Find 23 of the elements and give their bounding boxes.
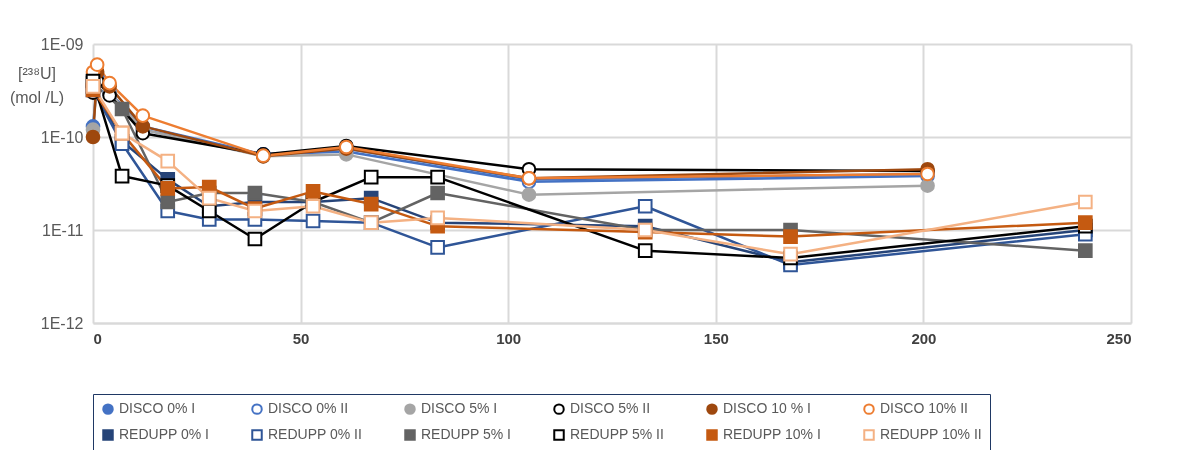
y-axis-title: [²³⁸U] (mol /L) — [8, 64, 66, 108]
legend-label: DISCO 5% II — [570, 400, 651, 417]
x-tick-label: 250 — [1106, 329, 1132, 347]
x-tick-label: 150 — [703, 329, 729, 347]
legend-label: REDUPP 10% I — [723, 426, 821, 442]
legend-label: REDUPP 0% I — [119, 426, 209, 442]
x-tick-label: 0 — [93, 329, 102, 347]
y-tick-label: 1E-12 — [40, 314, 84, 332]
x-tick-label: 100 — [496, 329, 522, 347]
legend-label: DISCO 10 % I — [723, 400, 811, 417]
y-tick-label: 1E-10 — [40, 128, 84, 146]
y-tick-label: 1E-09 — [40, 35, 84, 53]
x-tick-label: 50 — [292, 329, 310, 347]
legend-label: REDUPP 5% II — [570, 426, 664, 442]
legend-label: REDUPP 10% II — [880, 426, 982, 442]
legend-label: DISCO 0% I — [119, 400, 196, 417]
legend-label: REDUPP 5% I — [421, 426, 511, 442]
legend-label: REDUPP 0% II — [268, 426, 362, 442]
legend-label: DISCO 10% II — [880, 400, 968, 417]
legend-label: DISCO 0% II — [268, 400, 349, 417]
legend-label: DISCO 5% I — [421, 400, 498, 417]
y-tick-label: 1E-11 — [41, 221, 84, 239]
x-tick-label: 200 — [911, 329, 937, 347]
